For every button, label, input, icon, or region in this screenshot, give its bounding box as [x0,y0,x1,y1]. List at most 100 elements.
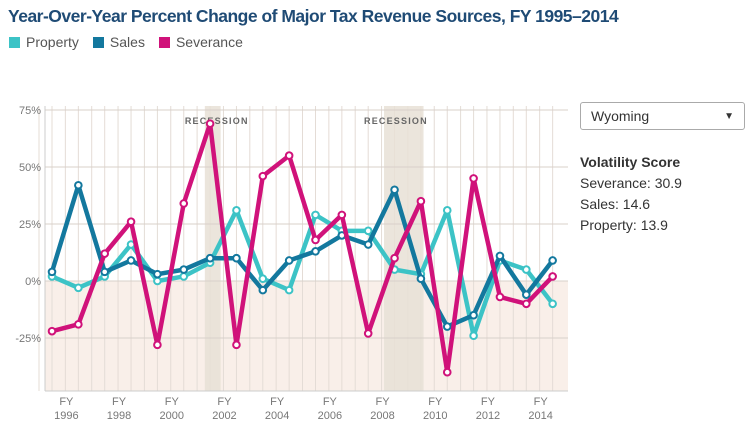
data-point [179,265,189,274]
x-tick-label: FY [165,396,180,408]
data-point [126,256,136,265]
volatility-severance: Severance: 30.9 [580,175,682,191]
volatility-sales: Sales: 14.6 [580,196,651,212]
recession-label: RECESSION [364,116,428,126]
x-tick-label: FY [534,396,549,408]
data-point [74,180,83,190]
data-point [153,276,162,286]
data-point [469,174,478,183]
legend-item-severance[interactable]: Severance [158,34,243,50]
data-point [284,256,294,265]
data-point [311,235,320,245]
data-point [311,247,320,256]
data-point [363,240,373,249]
recession-label: RECESSION [185,116,249,126]
legend-swatch [9,36,20,48]
data-point [47,267,57,277]
data-point [205,119,215,128]
x-tick-label: FY [112,396,127,408]
data-point [416,274,426,284]
data-point [100,249,109,258]
recession-band [384,106,424,391]
data-point [74,320,83,329]
legend-swatch [158,36,170,48]
data-point [179,199,189,208]
data-point [153,269,162,279]
state-select-value: Wyoming [591,108,650,124]
data-point [284,151,294,160]
x-tick-label: FY [481,396,496,408]
data-point [153,340,162,350]
data-point [205,253,215,263]
line-chart: RECESSION RECESSION 75% 50% 25% 0% -25% FY 1996 F… [15,105,568,422]
data-point [258,171,268,181]
x-tick-label: FY [323,396,338,408]
x-tick-label: 1996 [54,410,78,422]
data-point [442,367,452,377]
chart-title: Year-Over-Year Percent Change of Major T… [8,6,619,26]
data-point [416,196,426,206]
data-point [390,253,399,263]
x-tick-label: 2010 [423,410,447,422]
x-tick-label: 1998 [107,410,131,422]
legend-item-sales[interactable]: Sales [92,34,145,50]
x-tick-label: FY [270,396,285,408]
state-select[interactable]: Wyoming ▼ [580,102,745,130]
data-point [469,310,478,320]
x-tick-label: FY [59,396,74,408]
data-point [442,322,452,331]
x-tick-label: FY [428,396,443,408]
x-tick-label: 2002 [212,410,236,422]
data-point [495,251,505,261]
x-tick-label: 2012 [476,410,500,422]
x-tick-label: FY [376,396,391,408]
series-line [49,182,555,329]
x-tick-label: 2000 [160,410,184,422]
chevron-down-icon: ▼ [724,110,734,122]
data-point [548,256,557,265]
data-point [47,326,57,336]
volatility-property: Property: 13.9 [580,217,668,233]
data-point [337,210,347,220]
data-point [390,185,399,195]
legend-swatch [92,36,104,48]
x-tick-label: 2014 [528,410,552,422]
legend: Property Sales Severance [9,34,243,50]
legend-label: Property [26,34,79,50]
data-point [548,272,557,281]
data-point [179,272,189,281]
data-point [363,329,373,338]
data-point [522,290,531,299]
x-tick-label: 2008 [370,410,394,422]
x-tick-label: 2006 [318,410,342,422]
series-line [51,121,555,375]
data-point [522,299,531,309]
data-point [469,331,478,341]
y-tick-label: 25% [19,219,41,231]
x-tick-label: FY [217,396,232,408]
y-tick-label: 50% [19,162,41,174]
data-point [74,283,83,293]
y-tick-label: -25% [15,333,41,345]
data-point [232,340,241,350]
sidebar: Wyoming ▼ Volatility Score Severance: 30.… [580,102,745,233]
series-severance [47,119,557,377]
data-point [258,285,268,295]
data-point [284,285,294,295]
negative-region [45,281,568,391]
data-point [126,217,136,227]
legend-label: Severance [175,34,243,50]
y-tick-label: 0% [25,276,41,288]
data-point [311,210,320,220]
data-point [100,267,109,277]
data-point [232,206,241,215]
data-point [442,206,452,215]
data-point [258,274,268,284]
data-point [363,226,373,236]
data-point [522,265,531,274]
legend-item-property[interactable]: Property [9,34,79,50]
data-point [232,253,241,263]
legend-label: Sales [109,34,145,50]
data-point [548,299,557,309]
volatility-title: Volatility Score [580,154,681,170]
